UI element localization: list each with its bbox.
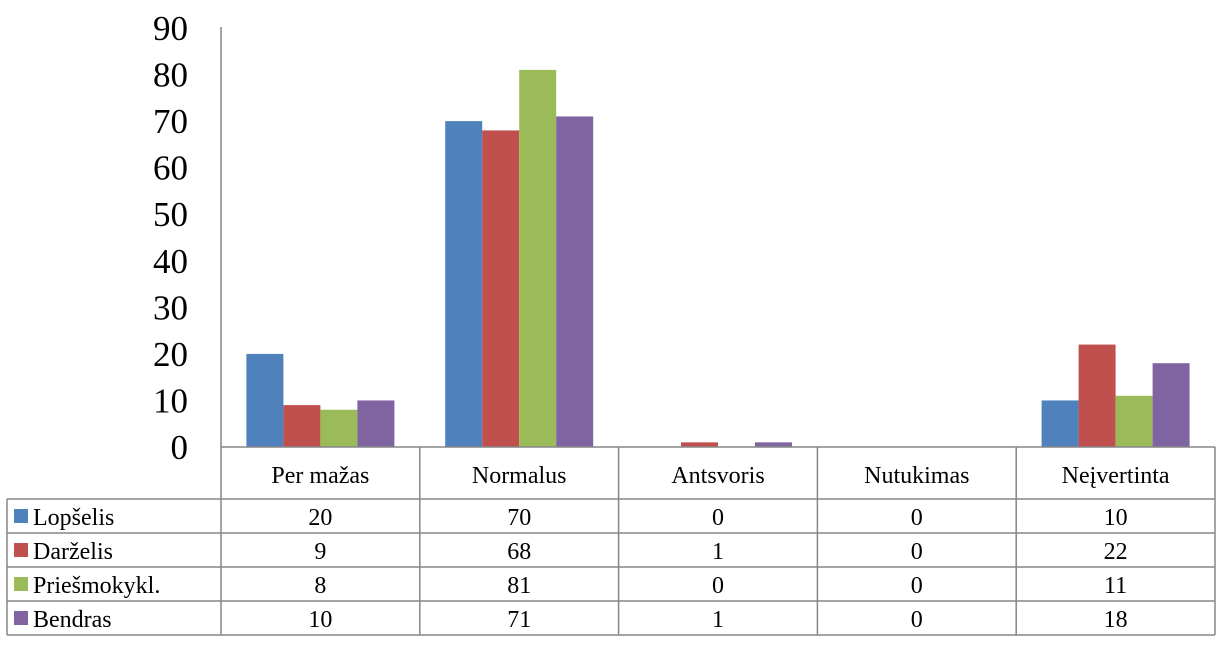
data-label: 22 bbox=[1104, 539, 1128, 565]
y-tick-labels: 0 10 20 30 40 50 60 70 80 90 bbox=[153, 9, 188, 467]
y-tick-label: 70 bbox=[153, 102, 188, 141]
data-label: 70 bbox=[507, 505, 531, 531]
bar-lopselis-per-mazas bbox=[246, 353, 284, 447]
bar-bendras-normalus bbox=[556, 116, 594, 447]
series-label: Bendras bbox=[33, 607, 112, 633]
bar-bendras-antsvoris bbox=[755, 442, 792, 447]
data-label: 9 bbox=[314, 539, 326, 565]
series-label: Darželis bbox=[33, 539, 113, 565]
category-label: Antsvoris bbox=[671, 463, 764, 489]
legend-key-priesmokykl bbox=[14, 577, 28, 591]
data-label: 0 bbox=[911, 539, 923, 565]
y-tick-label: 0 bbox=[171, 428, 189, 467]
bars-group bbox=[246, 69, 1190, 448]
category-label: Normalus bbox=[472, 463, 567, 489]
bar-bendras-per-mazas bbox=[357, 400, 395, 447]
data-label: 18 bbox=[1104, 607, 1128, 633]
data-label: 11 bbox=[1104, 573, 1127, 599]
data-label: 0 bbox=[712, 505, 724, 531]
bar-priesmokykl-per-mazas bbox=[320, 409, 358, 447]
bar-darzelis-per-mazas bbox=[283, 405, 321, 447]
data-label: 0 bbox=[911, 607, 923, 633]
data-label: 71 bbox=[507, 607, 531, 633]
data-table: Per mažas Normalus Antsvoris Nutukimas Neįve… bbox=[6, 447, 1216, 636]
y-tick-label: 80 bbox=[153, 56, 188, 95]
y-tick-label: 10 bbox=[153, 381, 188, 420]
legend-key-lopselis bbox=[14, 509, 28, 523]
bar-lopselis-neivertinta bbox=[1041, 400, 1079, 447]
bar-darzelis-normalus bbox=[482, 130, 520, 447]
y-tick-label: 50 bbox=[153, 195, 188, 234]
data-label: 8 bbox=[314, 573, 326, 599]
axis-lines bbox=[220, 27, 1215, 448]
data-label: 0 bbox=[911, 573, 923, 599]
data-label: 68 bbox=[507, 539, 531, 565]
series-label: Lopšelis bbox=[33, 505, 114, 531]
data-label: 81 bbox=[507, 573, 531, 599]
data-label: 20 bbox=[308, 505, 332, 531]
category-label: Nutukimas bbox=[864, 463, 969, 489]
data-label: 10 bbox=[1104, 505, 1128, 531]
bar-darzelis-antsvoris bbox=[681, 442, 718, 447]
bar-darzelis-neivertinta bbox=[1078, 344, 1116, 447]
data-label: 1 bbox=[712, 539, 724, 565]
data-label: 0 bbox=[712, 573, 724, 599]
legend-key-darzelis bbox=[14, 543, 28, 557]
series-label: Priešmokykl. bbox=[33, 573, 160, 599]
bar-lopselis-normalus bbox=[445, 121, 483, 447]
y-tick-label: 30 bbox=[153, 288, 188, 327]
y-tick-label: 20 bbox=[153, 335, 188, 374]
y-tick-label: 40 bbox=[153, 242, 188, 281]
y-tick-label: 90 bbox=[153, 9, 188, 48]
category-label: Per mažas bbox=[271, 463, 369, 489]
bar-priesmokykl-neivertinta bbox=[1115, 395, 1153, 447]
y-tick-label: 60 bbox=[153, 149, 188, 188]
data-label: 0 bbox=[911, 505, 923, 531]
bar-bendras-neivertinta bbox=[1152, 363, 1190, 447]
category-label: Neįvertinta bbox=[1062, 463, 1170, 489]
bar-priesmokykl-normalus bbox=[519, 69, 557, 448]
legend-key-bendras bbox=[14, 611, 28, 625]
data-label: 10 bbox=[308, 607, 332, 633]
data-label: 1 bbox=[712, 607, 724, 633]
